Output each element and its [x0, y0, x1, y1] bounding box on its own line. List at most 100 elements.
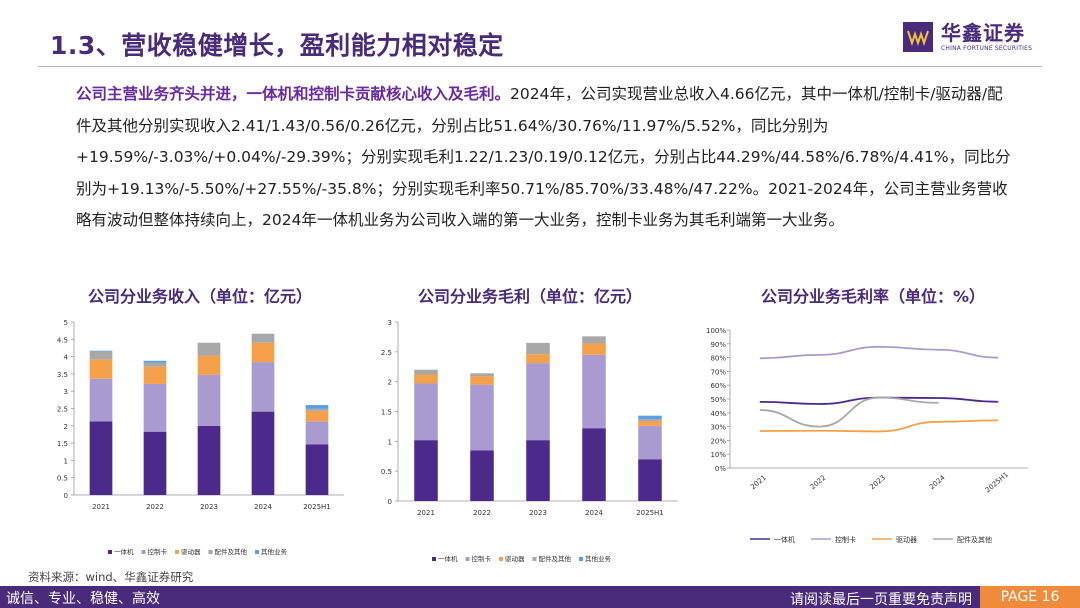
y-tick-label: 0	[64, 492, 68, 500]
bar-segment	[470, 376, 494, 385]
legend-label: 配件及其他	[957, 535, 992, 544]
legend-label: 一体机	[438, 554, 458, 563]
legend-swatch	[499, 557, 503, 561]
legend-swatch	[532, 557, 537, 561]
gross-profit-stacked-bar-chart: 0 0.5 1 1.5 2 2.5 3 2021 2022 2023 2024 2025H1 一体机 控制…	[381, 319, 678, 563]
legend-swatch	[579, 557, 583, 561]
bar-segment	[251, 362, 275, 412]
legend-label: 控制卡	[835, 535, 856, 544]
bar-segment	[305, 408, 329, 411]
bar-segment	[197, 342, 221, 356]
series-line	[759, 396, 999, 405]
x-tick-label: 2023	[200, 503, 218, 511]
series-line	[759, 396, 939, 428]
bar-segment	[251, 342, 275, 363]
bar-segment	[470, 450, 494, 501]
legend-label: 驱动器	[505, 555, 525, 563]
bar-segment	[526, 342, 550, 355]
legend-swatch	[108, 550, 112, 554]
bar-segment	[89, 359, 113, 379]
bar-segment	[470, 384, 494, 451]
y-tick-label: 0.5	[57, 475, 68, 483]
data-source-note: 资料来源：wind、华鑫证券研究	[28, 570, 194, 584]
footer-disclaimer: 请阅读最后一页重要免责声明	[790, 592, 972, 608]
page-title: 1.3、营收稳健增长，盈利能力相对稳定	[50, 31, 504, 60]
bar-segment	[638, 415, 662, 420]
y-tick-label: 1.5	[381, 409, 392, 417]
legend-label: 控制卡	[148, 547, 168, 556]
revenue-stacked-bar-chart: 0 0.5 1 1.5 2 2.5 3 3.5 4 4.5 5 2021 2022 2023 2024 202…	[57, 319, 344, 556]
y-tick-label: 0	[388, 498, 392, 506]
legend-label: 一体机	[114, 547, 134, 556]
legend-swatch	[208, 550, 213, 554]
summary-body: 2024年，公司实现营业总收入4.66亿元，其中一体机/控制卡/驱动器/配件及其…	[76, 85, 1011, 229]
bar-segment	[89, 350, 113, 352]
legend-label: 其他业务	[585, 554, 612, 563]
legend-swatch	[175, 550, 179, 554]
x-tick-label: 2025H1	[303, 503, 331, 511]
y-tick-label: 60%	[710, 382, 726, 390]
bar-segment	[638, 459, 662, 501]
revenue-chart-title: 公司分业务收入（单位：亿元）	[88, 287, 313, 306]
y-tick-label: 5	[64, 319, 68, 327]
bar-segment	[89, 351, 113, 360]
x-tick-label: 2021	[417, 509, 435, 517]
bar-segment	[197, 374, 221, 426]
company-logo: 华鑫证券 CHINA FORTUNE SECURITIES	[903, 22, 1032, 52]
y-tick-label: 100%	[706, 327, 726, 335]
bar-segment	[526, 354, 550, 364]
x-tick-label: 2025H1	[636, 509, 664, 517]
logo-english-name: CHINA FORTUNE SECURITIES	[941, 45, 1033, 52]
y-tick-label: 70%	[710, 368, 726, 376]
x-tick-label: 2022	[146, 503, 164, 511]
page-number: PAGE 16	[980, 586, 1080, 608]
margin-chart-title: 公司分业务毛利率（单位：%）	[761, 287, 986, 306]
bar-segment	[470, 373, 494, 377]
x-tick-label: 2023	[868, 474, 887, 492]
logo-mark-icon	[903, 22, 933, 52]
bar-segment	[197, 425, 221, 495]
bar-segment	[89, 421, 113, 495]
legend-label: 配件及其他	[215, 547, 248, 556]
x-tick-label: 2025H1	[984, 471, 1010, 495]
bar-segment	[582, 336, 606, 344]
bar-segment	[143, 383, 167, 432]
legend-swatch	[432, 557, 436, 561]
y-tick-label: 80%	[710, 355, 726, 363]
legend-label: 其他业务	[261, 547, 288, 556]
y-tick-label: 40%	[710, 410, 726, 418]
bar-segment	[305, 444, 329, 495]
x-tick-label: 2024	[254, 503, 272, 511]
bar-segment	[305, 405, 329, 409]
bar-segment	[638, 421, 662, 426]
y-tick-label: 2.5	[381, 349, 392, 357]
bar-segment	[582, 343, 606, 355]
y-tick-label: 1	[388, 438, 392, 446]
x-tick-label: 2022	[473, 509, 491, 517]
legend-label: 一体机	[774, 535, 795, 544]
x-tick-label: 2021	[92, 503, 110, 511]
bar-segment	[414, 374, 438, 384]
title-divider	[38, 66, 1042, 67]
y-tick-label: 2.5	[57, 406, 68, 414]
summary-paragraph: 公司主营业务齐头并进，一体机和控制卡贡献核心收入及毛利。2024年，公司实现营业…	[76, 79, 1016, 237]
legend-label: 配件及其他	[539, 554, 572, 563]
bar-segment	[143, 366, 167, 384]
bar-segment	[143, 360, 167, 363]
y-tick-label: 20%	[710, 437, 726, 445]
footer-motto: 诚信、专业、稳健、高效	[6, 591, 160, 607]
gross-margin-line-chart: 0% 10% 20% 30% 40% 50% 60% 70% 80% 90% 100% 2021 202…	[706, 327, 1028, 544]
bar-segment	[251, 333, 275, 343]
bar-segment	[582, 354, 606, 429]
y-tick-label: 3	[64, 388, 68, 396]
footer-bar: 诚信、专业、稳健、高效 请阅读最后一页重要免责声明 PAGE 16	[0, 586, 1080, 608]
legend-label: 驱动器	[896, 535, 917, 544]
y-tick-label: 4	[64, 354, 69, 362]
bar-segment	[89, 378, 113, 422]
bar-segment	[143, 362, 167, 367]
bar-segment	[251, 411, 275, 495]
x-tick-label: 2022	[809, 474, 828, 492]
series-line	[759, 419, 999, 433]
y-tick-label: 30%	[710, 424, 726, 432]
bar-segment	[638, 419, 662, 422]
